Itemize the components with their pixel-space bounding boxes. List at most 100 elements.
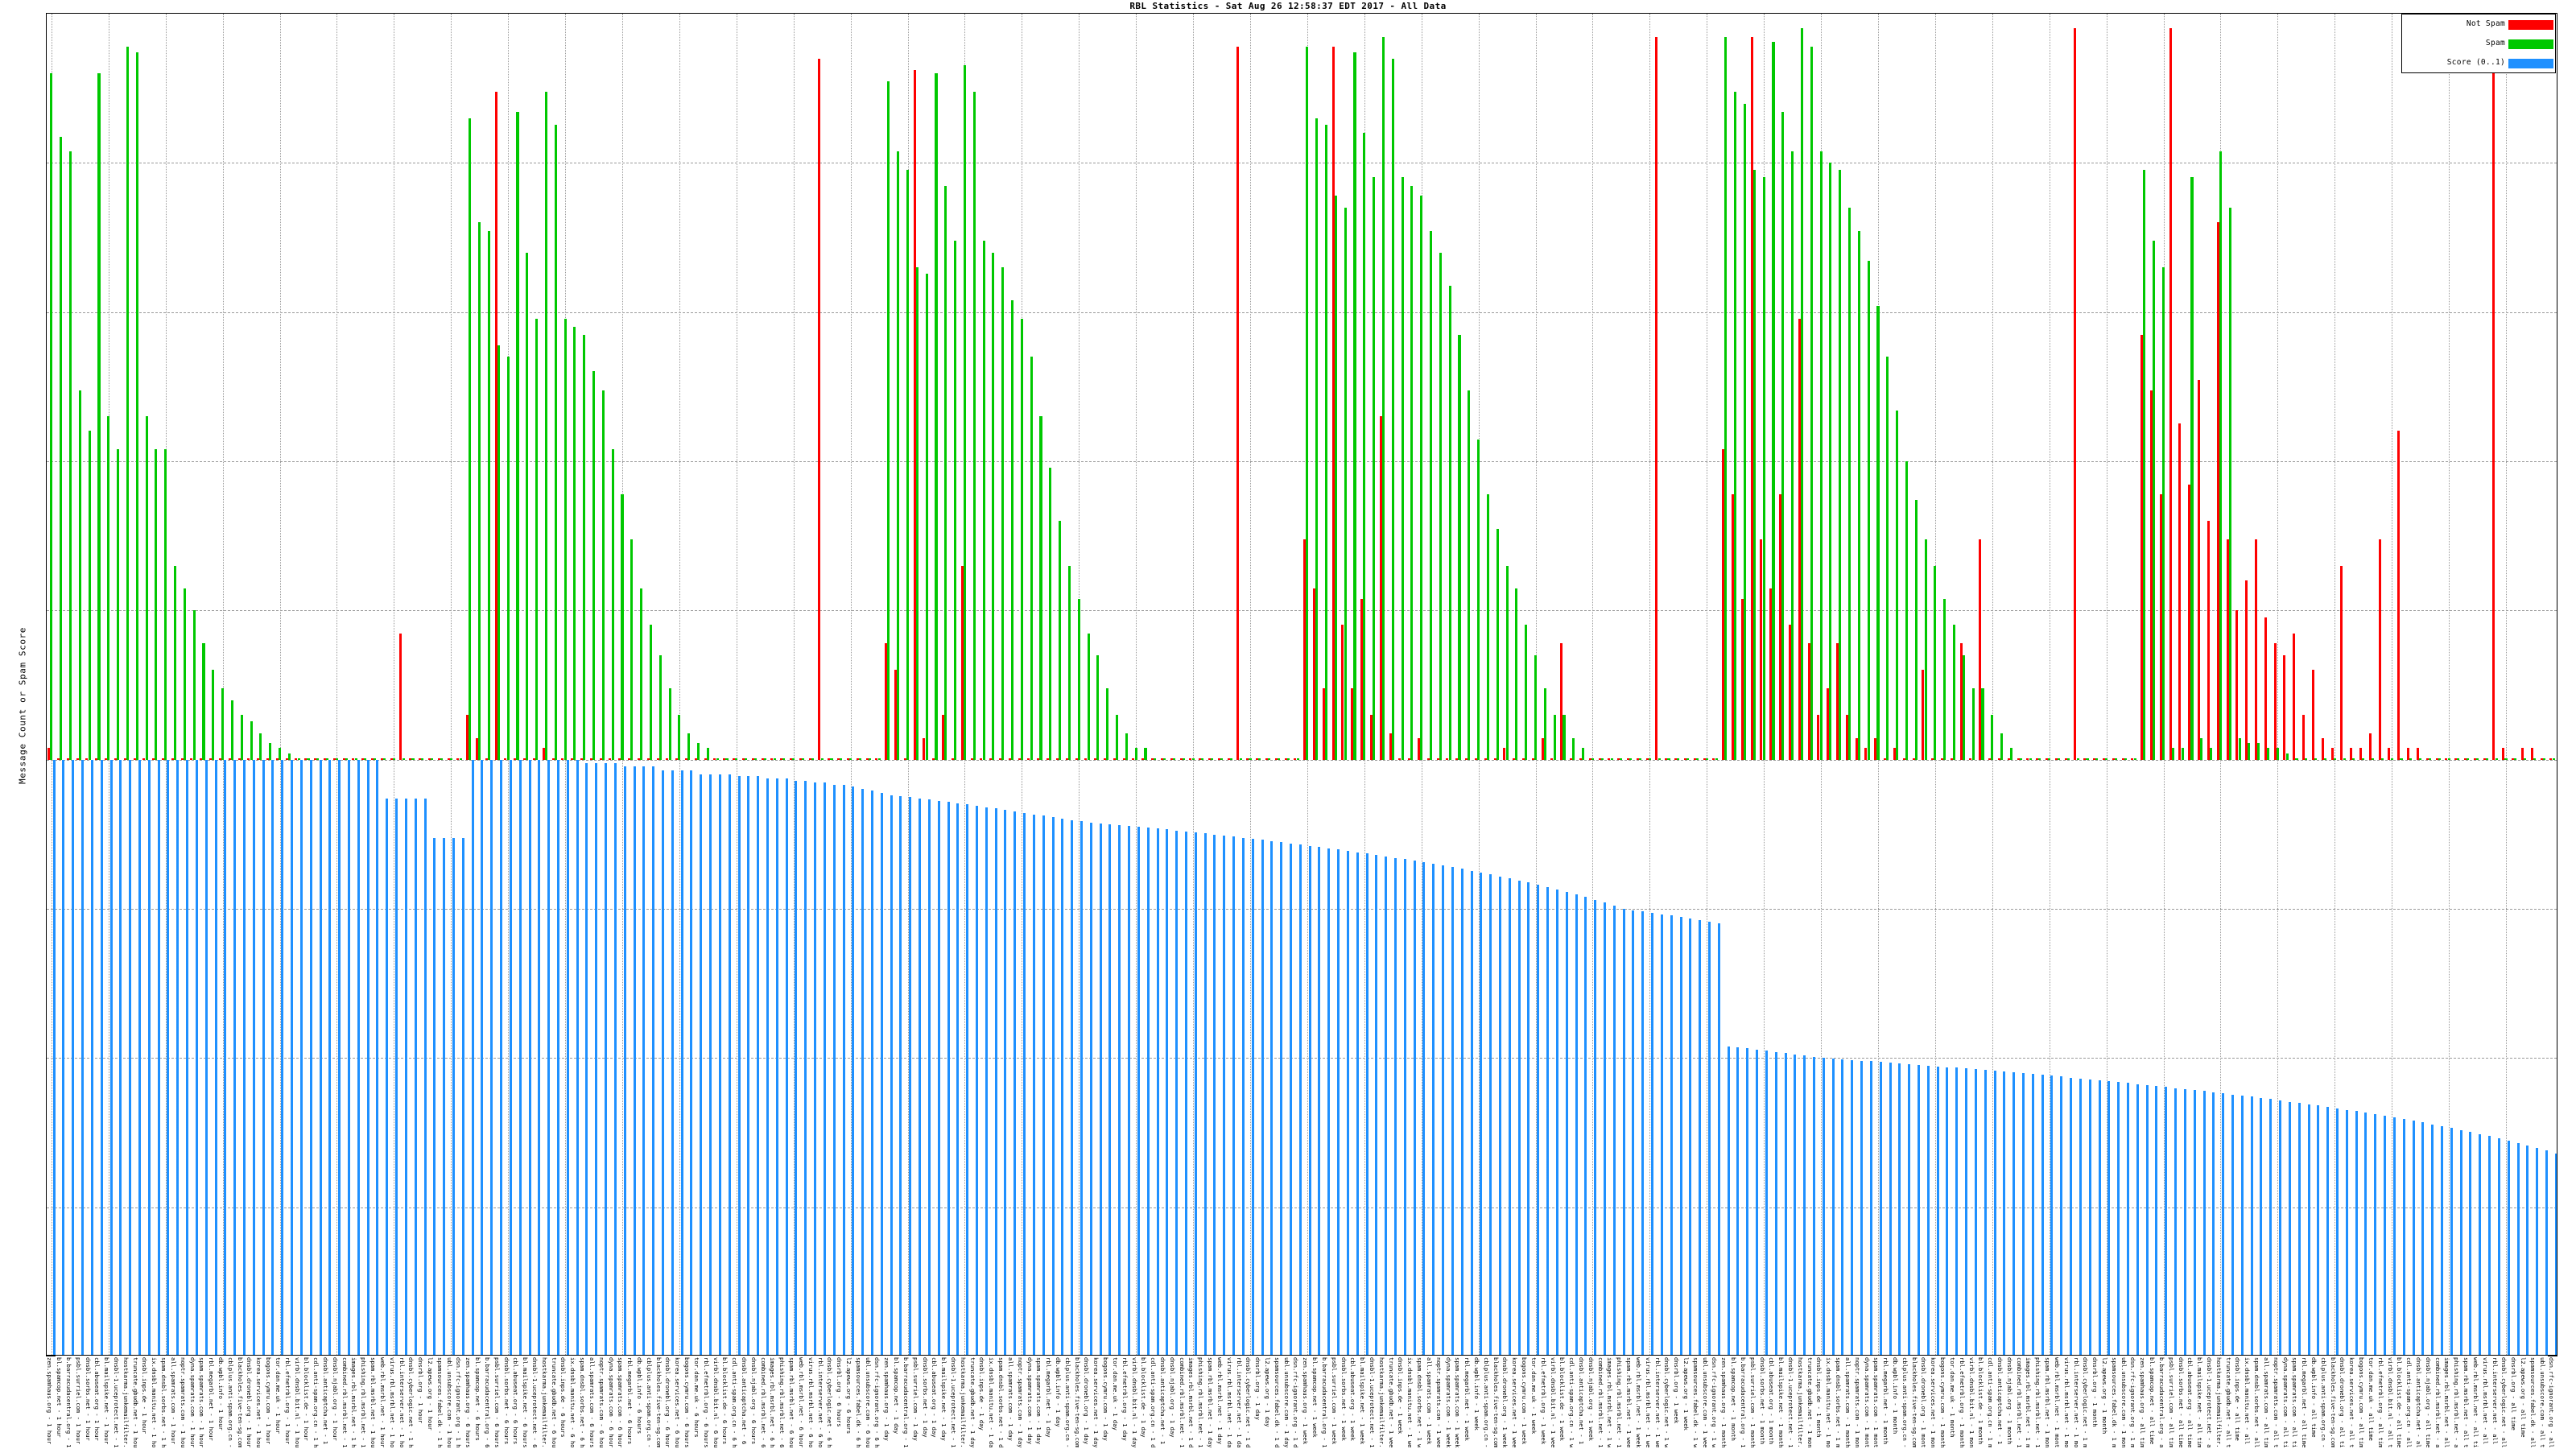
bar-score <box>2269 1099 2273 1355</box>
bar-not-spam <box>1274 758 1278 760</box>
gridline-vertical <box>222 14 224 1355</box>
bar-not-spam <box>56 758 60 760</box>
x-tick-label: dyna.spamrats.com - 1 day <box>1026 1357 1034 1445</box>
bar-spam <box>326 758 329 760</box>
bar-score <box>138 759 142 1355</box>
x-tick-label: dnsbl.inps.de - 6 hours <box>559 1357 568 1438</box>
bar-score <box>2526 1145 2529 1355</box>
x-tick-label: tor.dan.me.uk - 1 hour <box>274 1357 282 1435</box>
x-tick-label: b.barracudacentral.org - 6 hours <box>483 1357 491 1447</box>
x-tick-label: phishing.rbl.msrbl.net - 1 day <box>1197 1357 1205 1447</box>
x-tick-label: psbl.surriel.com - 1 week <box>1330 1357 1338 1445</box>
bar-score <box>757 775 760 1355</box>
bar-not-spam <box>1208 758 1212 760</box>
x-tick-label: dnsbl.njabl.org - all time <box>2424 1357 2432 1447</box>
bar-not-spam <box>323 758 326 760</box>
bar-spam <box>1962 655 1965 760</box>
bar-score <box>1822 1058 1825 1355</box>
x-tick-label: dnsrbl.org - all time <box>2510 1357 2518 1430</box>
bar-spam <box>601 390 605 760</box>
bar-score <box>2507 1140 2510 1355</box>
bar-spam <box>183 588 186 760</box>
bar-spam <box>725 758 729 760</box>
bar-spam <box>469 118 472 760</box>
bar-score <box>129 759 132 1355</box>
bar-spam <box>1486 494 1489 760</box>
bar-score <box>585 762 588 1355</box>
bar-spam <box>678 714 681 760</box>
bar-not-spam <box>266 758 270 760</box>
bar-not-spam <box>1884 758 1887 760</box>
x-tick-label: spam.spamrats.com - 1 hour <box>198 1357 206 1447</box>
legend-item-score: Score (0..1) <box>2402 54 2557 73</box>
bar-not-spam <box>152 758 155 760</box>
x-tick-label: virus.rbl.msrbl.net - 1 week <box>1644 1357 1652 1447</box>
bar-not-spam <box>285 758 288 760</box>
bar-spam <box>478 222 481 760</box>
bar-score <box>842 784 845 1355</box>
bar-score <box>927 799 931 1355</box>
x-tick-label: cblplus.anti-spam.org.cn - 1 week <box>1482 1357 1490 1447</box>
bar-not-spam <box>1598 758 1601 760</box>
bar-score <box>443 837 446 1355</box>
x-tick-label: dsn.rfc-ignorant.org - 6 hours <box>873 1357 881 1447</box>
bar-not-spam <box>437 758 440 760</box>
bar-not-spam <box>2198 380 2201 760</box>
x-tick-label: l2.apews.org - 1 day <box>1264 1357 1272 1427</box>
x-tick-label: tor.dan.me.uk - 1 week <box>1530 1357 1538 1435</box>
bar-not-spam <box>380 758 383 760</box>
bar-score <box>2412 1121 2415 1355</box>
bar-score <box>1908 1063 1911 1355</box>
bar-not-spam <box>237 758 241 760</box>
bar-spam <box>2504 758 2508 760</box>
bar-score <box>1337 849 1340 1355</box>
bar-spam <box>459 758 462 760</box>
bar-not-spam <box>2226 539 2229 760</box>
bar-spam <box>2210 747 2213 760</box>
bar-score <box>1213 834 1216 1355</box>
bar-spam <box>858 758 861 760</box>
x-tick-label: web.rbl.msrbl.net - 1 month <box>2053 1357 2061 1447</box>
x-tick-label: combined.rbl.msrbl.net - 6 hours <box>759 1357 767 1447</box>
bar-spam <box>2285 753 2289 760</box>
bar-spam <box>421 758 424 760</box>
bar-not-spam <box>2273 643 2277 760</box>
bar-score <box>509 759 512 1355</box>
x-tick-label: dnsbl.sorbs.net - all time <box>2177 1357 2185 1447</box>
x-tick-label: rbl.efnetrbl.org - 1 day <box>1121 1357 1129 1441</box>
bar-score <box>1794 1054 1797 1355</box>
bar-score <box>1803 1055 1806 1355</box>
bar-score <box>1612 906 1616 1355</box>
bar-not-spam <box>1665 758 1668 760</box>
bar-not-spam <box>1827 688 1830 760</box>
bar-score <box>204 759 208 1355</box>
bar-spam <box>658 655 662 760</box>
bar-not-spam <box>2330 747 2334 760</box>
bar-score <box>1746 1048 1749 1355</box>
bar-spam <box>1800 27 1803 760</box>
bar-spam <box>716 758 719 760</box>
x-tick-label: dnsbl.cyberlogic.net - 6 hours <box>826 1357 834 1447</box>
bar-score <box>281 759 284 1355</box>
chart-title: RBL Statistics - Sat Aug 26 12:58:37 EDT… <box>1129 1 1447 11</box>
x-tick-label: dnsbl.anticaptcha.net - 1 week <box>1578 1357 1586 1447</box>
bar-not-spam <box>1722 449 1725 760</box>
bar-score <box>1232 836 1236 1355</box>
bar-score <box>1489 874 1492 1355</box>
bar-not-spam <box>2169 27 2172 760</box>
bar-spam <box>2533 758 2536 760</box>
bar-score <box>1327 848 1331 1355</box>
gridline-horizontal <box>47 759 2557 761</box>
bar-score <box>2364 1113 2368 1355</box>
bar-not-spam <box>2074 27 2077 760</box>
bar-spam <box>1229 758 1232 760</box>
x-tick-label: spam.dnsbl.sorbs.net - 1 hour <box>160 1357 168 1447</box>
bar-spam <box>868 758 871 760</box>
bar-spam <box>1981 688 1984 760</box>
x-tick-label: cdl.anti-spam.org.cn - 1 month <box>1987 1357 1995 1447</box>
bar-score <box>2288 1101 2291 1355</box>
bar-score <box>1707 921 1711 1355</box>
bar-not-spam <box>1997 758 2000 760</box>
x-tick-label: ix.dnsbl.manitu.net - 1 day <box>988 1357 996 1447</box>
bar-spam <box>2476 758 2479 760</box>
